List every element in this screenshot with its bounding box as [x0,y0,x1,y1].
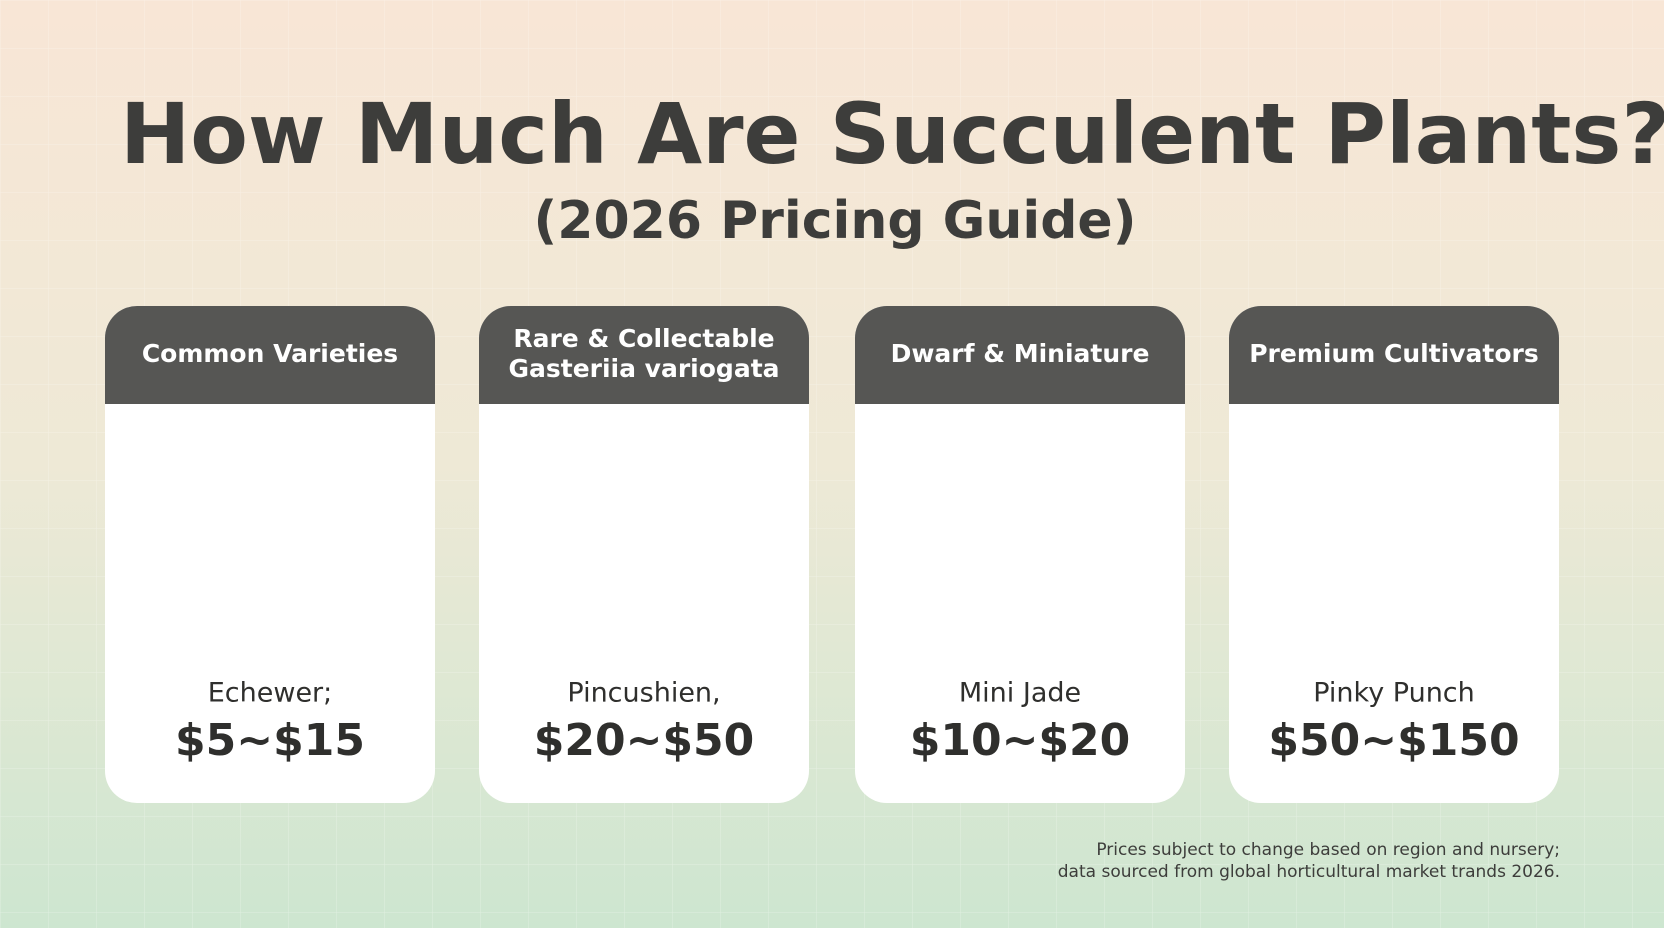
card-header [105,306,435,404]
price-card: Common Varieties Echewer; $5~$15 [105,306,435,803]
card-header [479,306,809,404]
card-body [479,306,809,803]
plant-name: Pinky Punch [1313,678,1475,709]
price-card: Dwarf & Miniature Mini Jade $10~$20 [855,306,1185,803]
price-range: $10~$20 [910,715,1131,766]
card-heading: Premium Cultivators [1249,339,1539,368]
price-range: $50~$150 [1268,715,1519,766]
footnote: data sourced from global horticultural m… [1058,862,1560,882]
card-header [855,306,1185,404]
card-heading: Rare & Collectable [513,324,774,353]
card-heading: Dwarf & Miniature [891,339,1150,368]
card-body [855,306,1185,803]
price-card: Premium Cultivators Pinky Punch $50~$150 [1229,306,1559,803]
subtitle: (2026 Pricing Guide) [534,191,1137,251]
plant-name: Echewer; [208,678,333,709]
card-body [105,306,435,803]
plant-name: Pincushien, [567,678,720,709]
card-header [1229,306,1559,404]
price-range: $5~$15 [175,715,365,766]
card-heading: Common Varieties [142,339,398,368]
title: How Much Are Succulent Plants? [120,85,1664,183]
price-range: $20~$50 [534,715,755,766]
card-body [1229,306,1559,803]
card-heading: Gasteriia variogata [508,354,779,383]
plant-name: Mini Jade [959,678,1081,709]
footnote: Prices subject to change based on region… [1096,840,1560,860]
cards: Common Varieties Echewer; $5~$15 Rare & Co… [105,306,1559,803]
